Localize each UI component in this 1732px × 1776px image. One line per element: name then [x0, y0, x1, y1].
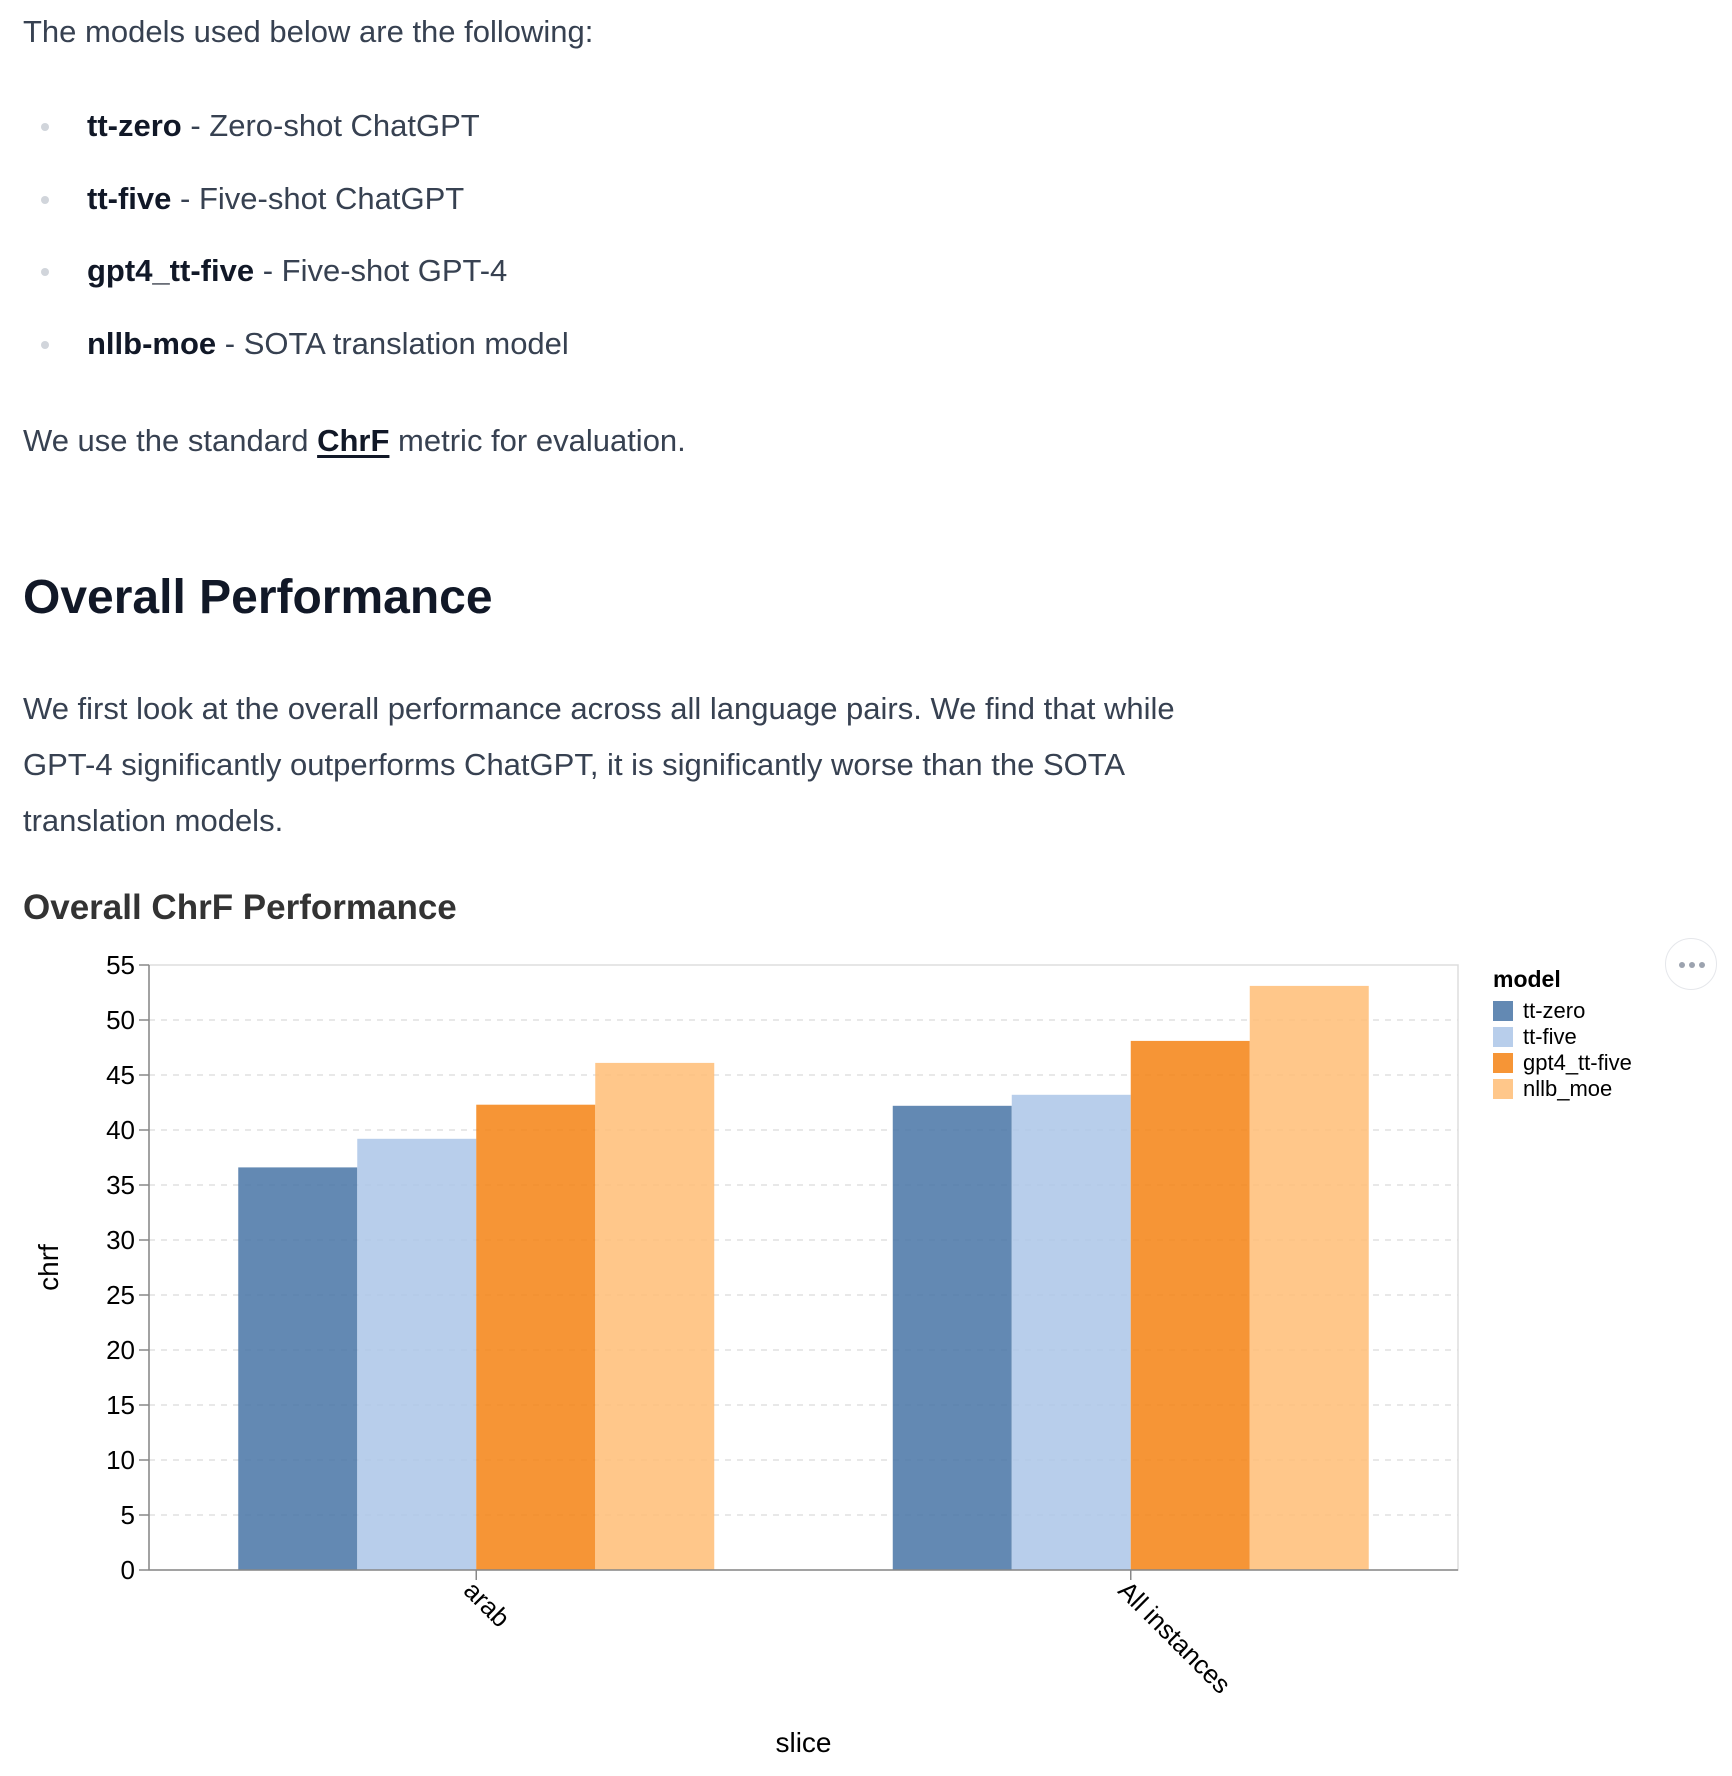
y-tick-label: 45: [106, 1060, 135, 1090]
chart-bars: [238, 985, 1369, 1570]
legend-swatch: [1493, 1001, 1513, 1021]
bar-gpt4_tt-five-0[interactable]: [476, 1104, 596, 1570]
y-tick-label: 20: [106, 1335, 135, 1365]
chart-actions-button[interactable]: [1665, 938, 1717, 990]
metric-text: We use the standard ChrF metric for eval…: [23, 419, 686, 463]
legend-label: nllb_moe: [1523, 1076, 1612, 1101]
y-tick-label: 15: [106, 1390, 135, 1420]
bar-nllb_moe-0[interactable]: [595, 1062, 715, 1570]
intro-text: The models used below are the following:: [23, 14, 594, 49]
bar-gpt4_tt-five-1[interactable]: [1130, 1040, 1250, 1570]
bullet-icon: [41, 340, 49, 349]
model-description: - Five-shot GPT-4: [254, 253, 508, 288]
metric-text-after: metric for evaluation.: [389, 423, 686, 458]
model-list: tt-zero - Zero-shot ChatGPT tt-five - Fi…: [23, 104, 569, 394]
y-tick-label: 55: [106, 950, 135, 980]
y-tick-label: 25: [106, 1280, 135, 1310]
x-tick-label: arab: [458, 1575, 516, 1633]
chart-title: Overall ChrF Performance: [23, 888, 457, 927]
x-tick-label: All instances: [1113, 1575, 1237, 1699]
model-name: gpt4_tt-five: [87, 253, 255, 288]
y-axis-title: chrf: [33, 1244, 64, 1291]
metric-text-before: We use the standard: [23, 423, 318, 458]
legend-title: model: [1493, 966, 1561, 992]
model-name: nllb-moe: [87, 325, 217, 361]
list-item: tt-five - Five-shot ChatGPT: [23, 177, 569, 250]
y-tick-label: 0: [121, 1555, 135, 1585]
bar-nllb_moe-1[interactable]: [1249, 985, 1369, 1570]
section-heading: Overall Performance: [23, 571, 493, 624]
y-tick-label: 50: [106, 1005, 135, 1035]
model-name: tt-zero: [87, 108, 182, 143]
legend-swatch: [1493, 1053, 1513, 1073]
bar-tt-zero-0[interactable]: [238, 1167, 358, 1570]
list-item: nllb-moe - SOTA translation model: [23, 322, 569, 395]
bullet-icon: [41, 123, 49, 131]
model-description: - SOTA translation model: [216, 325, 569, 361]
model-name: tt-five: [87, 180, 172, 216]
legend-label: gpt4_tt-five: [1523, 1050, 1632, 1075]
more-icon: [1689, 962, 1695, 968]
bullet-icon: [41, 195, 49, 204]
more-icon: [1699, 962, 1705, 968]
list-item: tt-zero - Zero-shot ChatGPT: [23, 104, 569, 177]
model-description: - Zero-shot ChatGPT: [181, 108, 480, 143]
model-description: - Five-shot ChatGPT: [171, 180, 465, 216]
legend-label: tt-zero: [1523, 998, 1585, 1023]
legend-swatch: [1493, 1079, 1513, 1099]
legend-swatch: [1493, 1027, 1513, 1047]
legend-label: tt-five: [1523, 1024, 1577, 1049]
chrf-link[interactable]: ChrF: [317, 423, 390, 458]
x-axis-title: slice: [775, 1727, 831, 1758]
bar-tt-five-0[interactable]: [357, 1138, 477, 1570]
bar-tt-zero-1[interactable]: [892, 1105, 1012, 1570]
section-paragraph: We first look at the overall performance…: [23, 691, 1175, 838]
list-item: gpt4_tt-five - Five-shot GPT-4: [23, 249, 569, 322]
y-tick-label: 30: [106, 1225, 135, 1255]
y-tick-label: 5: [121, 1500, 135, 1530]
y-tick-label: 35: [106, 1170, 135, 1200]
bar-tt-five-1[interactable]: [1011, 1094, 1131, 1570]
y-tick-label: 40: [106, 1115, 135, 1145]
bullet-icon: [41, 268, 49, 276]
more-icon: [1679, 962, 1685, 968]
y-tick-label: 10: [106, 1445, 135, 1475]
